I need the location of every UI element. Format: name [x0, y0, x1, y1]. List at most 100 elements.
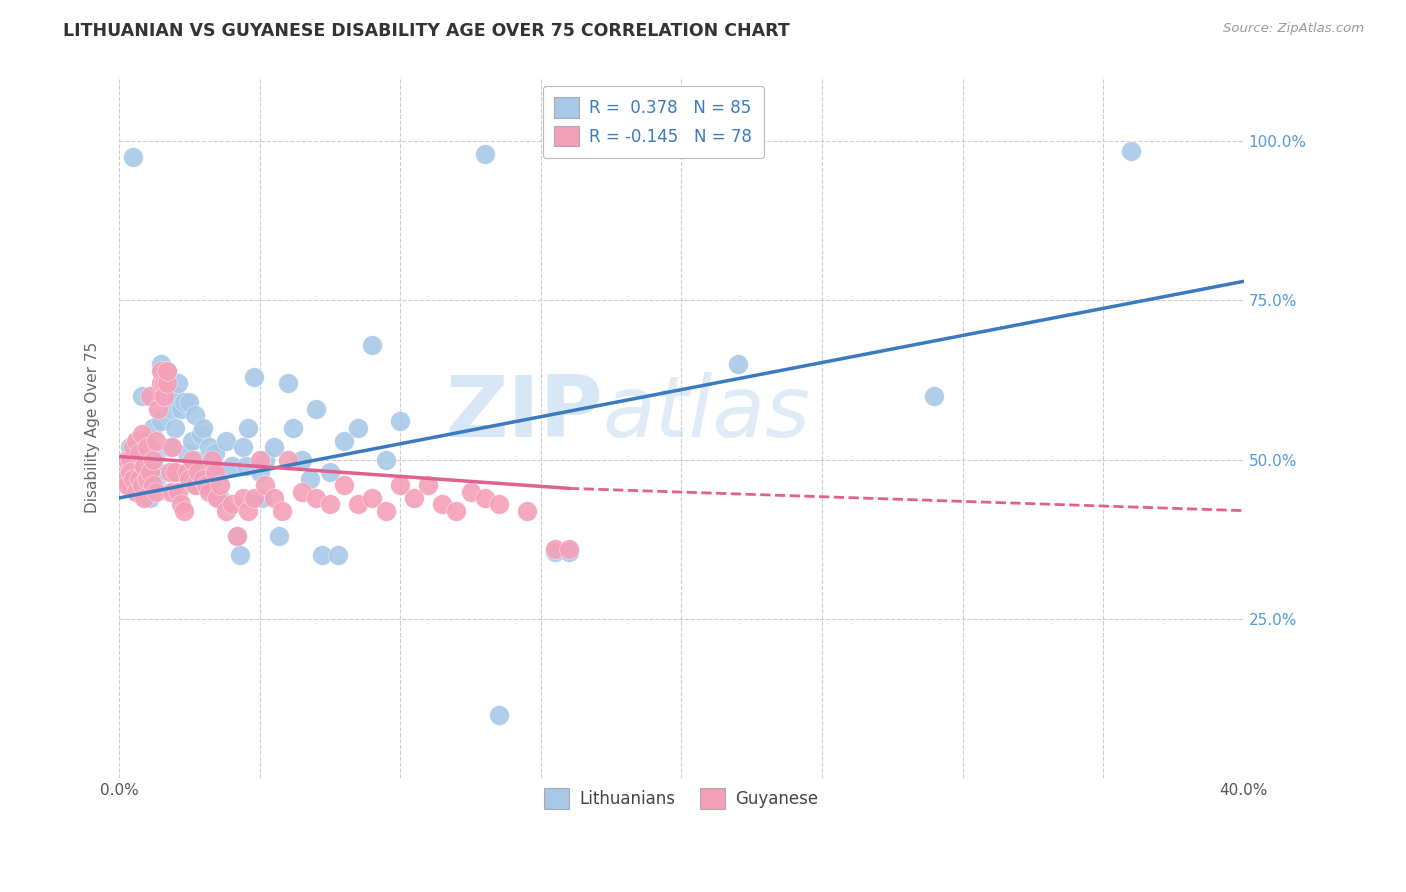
- Point: [291, 452, 314, 467]
- Point: [389, 478, 412, 492]
- Point: [165, 466, 187, 480]
- Point: [136, 472, 159, 486]
- Point: [243, 370, 266, 384]
- Point: [145, 472, 167, 486]
- Point: [139, 440, 162, 454]
- Point: [347, 497, 370, 511]
- Point: [361, 338, 384, 352]
- Point: [114, 456, 136, 470]
- Point: [167, 376, 190, 391]
- Point: [142, 452, 165, 467]
- Point: [139, 389, 162, 403]
- Point: [474, 147, 496, 161]
- Point: [136, 440, 159, 454]
- Point: [254, 478, 277, 492]
- Point: [226, 529, 249, 543]
- Point: [125, 484, 148, 499]
- Text: ZIP: ZIP: [444, 372, 603, 455]
- Point: [153, 376, 176, 391]
- Point: [170, 497, 193, 511]
- Point: [333, 434, 356, 448]
- Point: [347, 421, 370, 435]
- Point: [134, 472, 156, 486]
- Point: [1121, 144, 1143, 158]
- Point: [125, 459, 148, 474]
- Point: [235, 459, 257, 474]
- Point: [558, 545, 581, 559]
- Point: [226, 529, 249, 543]
- Point: [131, 446, 153, 460]
- Point: [153, 389, 176, 403]
- Point: [271, 503, 294, 517]
- Point: [181, 452, 204, 467]
- Point: [150, 376, 173, 391]
- Point: [145, 446, 167, 460]
- Point: [190, 427, 212, 442]
- Point: [204, 446, 226, 460]
- Point: [117, 466, 139, 480]
- Point: [238, 421, 260, 435]
- Point: [165, 389, 187, 403]
- Point: [128, 446, 150, 460]
- Point: [198, 484, 221, 499]
- Point: [139, 466, 162, 480]
- Point: [328, 548, 350, 562]
- Point: [460, 484, 482, 499]
- Point: [299, 472, 322, 486]
- Point: [159, 440, 181, 454]
- Point: [207, 466, 229, 480]
- Point: [128, 484, 150, 499]
- Point: [114, 472, 136, 486]
- Point: [173, 503, 195, 517]
- Point: [333, 478, 356, 492]
- Point: [232, 491, 254, 505]
- Point: [120, 452, 142, 467]
- Point: [156, 389, 179, 403]
- Point: [136, 478, 159, 492]
- Point: [117, 452, 139, 467]
- Point: [263, 440, 285, 454]
- Point: [488, 497, 510, 511]
- Point: [252, 491, 274, 505]
- Point: [142, 459, 165, 474]
- Point: [125, 440, 148, 454]
- Point: [375, 452, 398, 467]
- Point: [209, 478, 232, 492]
- Point: [558, 541, 581, 556]
- Point: [215, 503, 238, 517]
- Point: [184, 452, 207, 467]
- Point: [176, 446, 198, 460]
- Point: [156, 363, 179, 377]
- Point: [131, 389, 153, 403]
- Point: [432, 497, 454, 511]
- Point: [254, 452, 277, 467]
- Point: [195, 478, 218, 492]
- Point: [148, 466, 170, 480]
- Point: [544, 541, 567, 556]
- Point: [269, 529, 291, 543]
- Point: [193, 472, 215, 486]
- Point: [516, 503, 538, 517]
- Point: [184, 478, 207, 492]
- Point: [122, 452, 145, 467]
- Point: [122, 440, 145, 454]
- Point: [136, 452, 159, 467]
- Point: [215, 434, 238, 448]
- Point: [221, 497, 243, 511]
- Point: [181, 434, 204, 448]
- Point: [162, 440, 184, 454]
- Point: [249, 466, 271, 480]
- Point: [389, 415, 412, 429]
- Point: [122, 472, 145, 486]
- Point: [179, 472, 201, 486]
- Point: [122, 472, 145, 486]
- Point: [145, 484, 167, 499]
- Point: [404, 491, 426, 505]
- Point: [131, 427, 153, 442]
- Point: [488, 707, 510, 722]
- Point: [153, 389, 176, 403]
- Point: [117, 452, 139, 467]
- Text: Source: ZipAtlas.com: Source: ZipAtlas.com: [1223, 22, 1364, 36]
- Point: [153, 376, 176, 391]
- Point: [198, 440, 221, 454]
